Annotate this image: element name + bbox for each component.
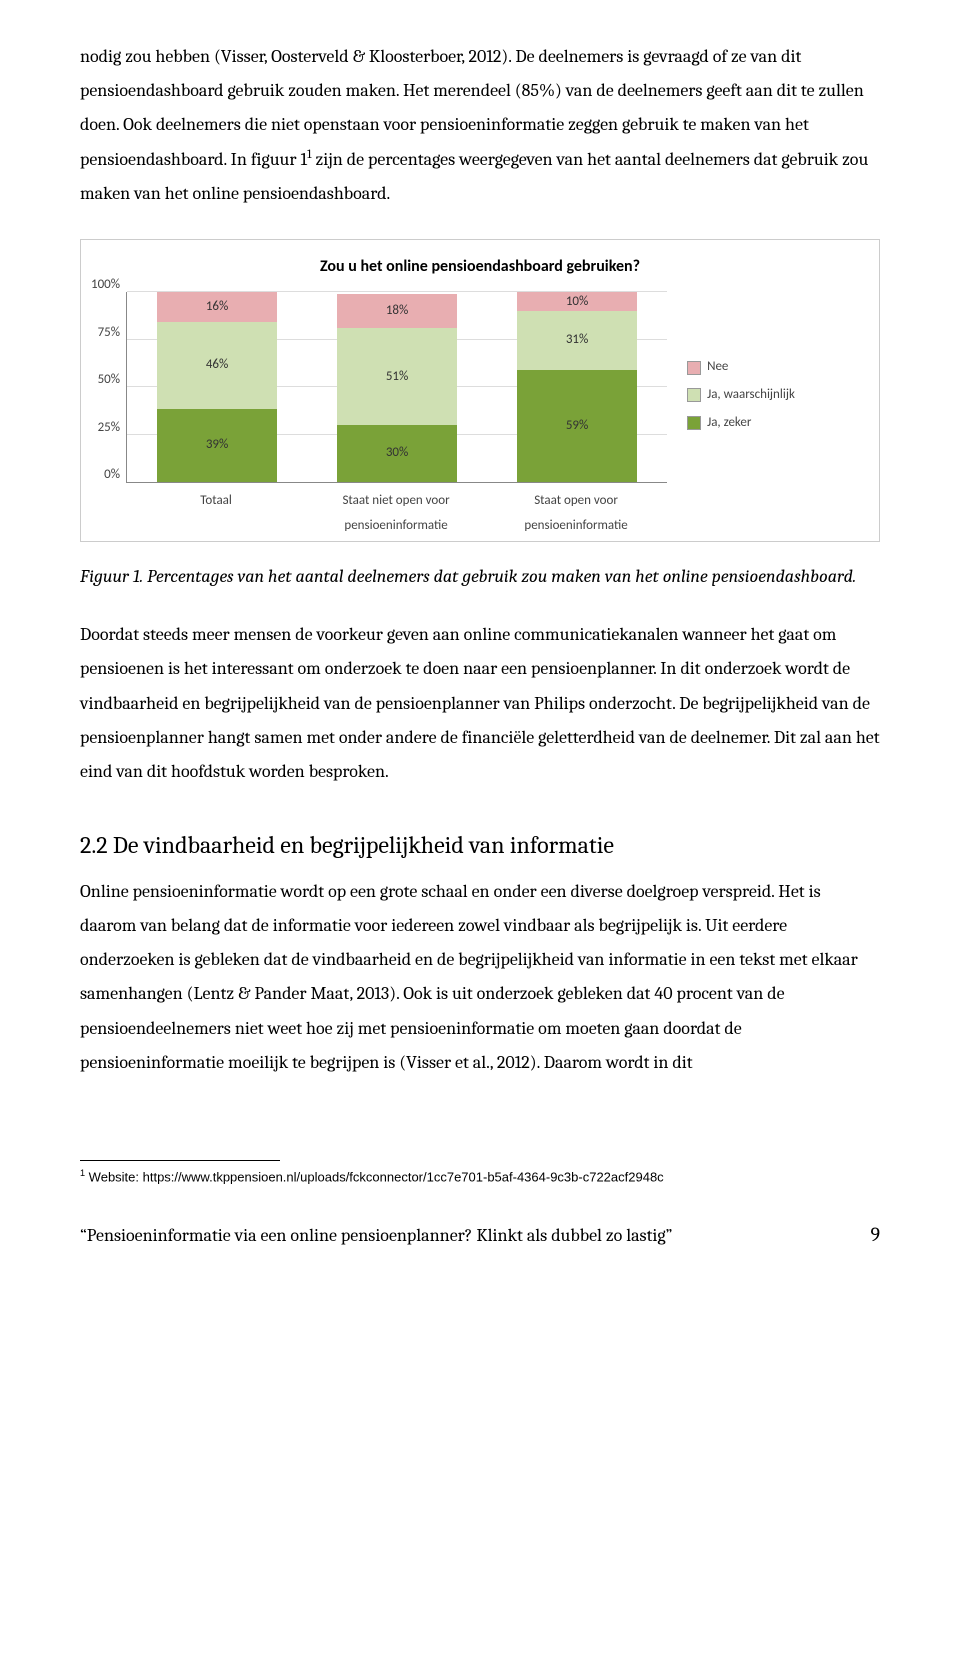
bar-column-0: 16%46%39% [157, 292, 277, 482]
ytick-75: 75% [98, 325, 120, 340]
xlabel-2: Staat open voor pensioeninformatie [496, 489, 656, 538]
paragraph-2: Doordat steeds meer mensen de voorkeur g… [80, 618, 880, 789]
swatch-ja-zeker [687, 416, 701, 430]
legend-item-ja-zeker: Ja, zeker [687, 411, 795, 436]
footer-running-title: “Pensioeninformatie via een online pensi… [80, 1219, 672, 1253]
bar-seg-0-ja_waarschijnlijk: 46% [157, 322, 277, 409]
xlabel-1: Staat niet open voor pensioeninformatie [316, 489, 476, 538]
bar-seg-2-nee: 10% [517, 292, 637, 311]
legend-item-ja-waarschijnlijk: Ja, waarschijnlijk [687, 383, 795, 408]
chart-y-axis: 100% 75% 50% 25% 0% [91, 292, 126, 482]
bar-seg-1-nee: 18% [337, 294, 457, 328]
legend-item-nee: Nee [687, 355, 795, 380]
paragraph-1: nodig zou hebben (Visser, Oosterveld & K… [80, 40, 880, 211]
paragraph-3: Online pensioeninformatie wordt op een g… [80, 875, 880, 1080]
chart-title: Zou u het online pensioendashboard gebru… [91, 252, 869, 282]
footnote-1: 1 Website: https://www.tkppensioen.nl/up… [80, 1167, 880, 1187]
chart-plot-area: 16%46%39% 18%51%30% 10%31%59% [126, 292, 667, 483]
ytick-100: 100% [91, 277, 120, 292]
figure-1-caption: Figuur 1. Percentages van het aantal dee… [80, 562, 880, 593]
bar-seg-0-ja_zeker: 39% [157, 409, 277, 482]
chart-legend: Nee Ja, waarschijnlijk Ja, zeker [687, 352, 795, 438]
footnote-separator [80, 1160, 280, 1161]
bar-seg-1-ja_waarschijnlijk: 51% [337, 328, 457, 425]
xlabel-0: Totaal [136, 489, 296, 538]
footnote-text: Website: https://www.tkppensioen.nl/uplo… [85, 1169, 664, 1184]
chart-x-labels: Totaal Staat niet open voor pensioeninfo… [126, 489, 666, 538]
bar-column-1: 18%51%30% [337, 292, 457, 482]
section-heading-2-2: 2.2 De vindbaarheid en begrijpelijkheid … [80, 823, 880, 869]
legend-label-nee: Nee [707, 355, 728, 380]
legend-label-ja-waarschijnlijk: Ja, waarschijnlijk [707, 383, 795, 408]
swatch-ja-waarschijnlijk [687, 388, 701, 402]
bar-seg-0-nee: 16% [157, 292, 277, 322]
bar-seg-2-ja_zeker: 59% [517, 370, 637, 482]
ytick-0: 0% [104, 467, 120, 482]
swatch-nee [687, 361, 701, 375]
bar-seg-1-ja_zeker: 30% [337, 425, 457, 482]
ytick-50: 50% [98, 372, 120, 387]
footer-page-number: 9 [870, 1216, 880, 1254]
bar-seg-2-ja_waarschijnlijk: 31% [517, 311, 637, 370]
page-footer: “Pensioeninformatie via een online pensi… [80, 1216, 880, 1254]
figure-1-chart: Zou u het online pensioendashboard gebru… [80, 239, 880, 542]
ytick-25: 25% [98, 420, 120, 435]
legend-label-ja-zeker: Ja, zeker [707, 411, 751, 436]
bar-column-2: 10%31%59% [517, 292, 637, 482]
